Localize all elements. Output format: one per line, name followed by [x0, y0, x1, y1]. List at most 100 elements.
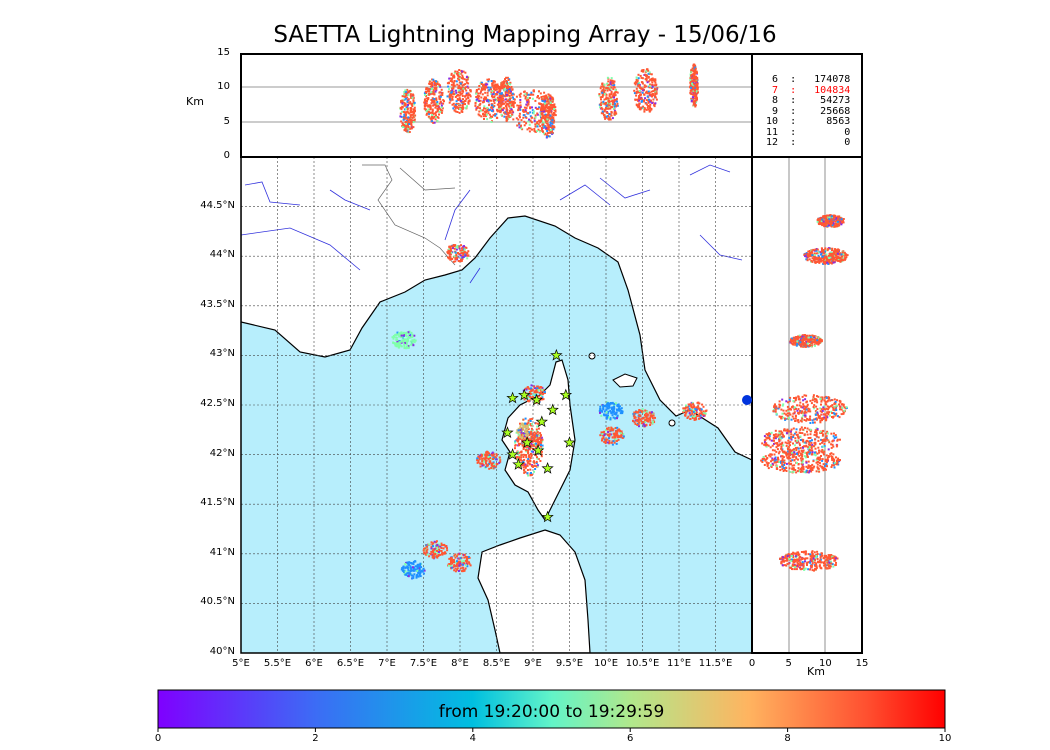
lon-tick-label: 6°E	[305, 658, 323, 669]
map-area	[241, 157, 752, 653]
lon-tick-label: 5°E	[232, 658, 250, 669]
station-count-row: 11 : 0	[766, 126, 851, 138]
station-markers	[501, 348, 576, 523]
colorbar-label: from 19:20:00 to 19:29:59	[438, 702, 665, 722]
lat-tick-label: 40°N	[209, 646, 235, 657]
side-band	[772, 394, 848, 424]
station-star	[520, 436, 534, 448]
lightning-cluster	[400, 560, 426, 580]
station-star	[518, 388, 531, 401]
station-star	[530, 393, 543, 406]
sardinia	[477, 529, 591, 653]
side-tick-label: 10	[818, 658, 832, 669]
altitude-tick-label: 5	[223, 115, 230, 127]
lon-tick-label: 10.5°E	[625, 658, 660, 669]
altitude-band	[510, 89, 556, 133]
altitude-tick-label: 15	[217, 47, 230, 58]
station-count-row: 9 : 25668	[766, 105, 851, 117]
station-star	[546, 403, 559, 416]
station-star	[506, 391, 519, 404]
elba	[612, 373, 638, 388]
side-unit-label: Km	[807, 665, 825, 678]
altitude-band	[474, 78, 504, 123]
colorbar-tick-label: 4	[469, 733, 476, 744]
altitude-unit-label: Km	[186, 95, 204, 108]
side-tick-label: 0	[748, 658, 756, 669]
colorbar-tick-label: 10	[938, 733, 952, 744]
lat-tick-label: 43.5°N	[200, 298, 235, 310]
station-count-row: 8 : 54273	[766, 95, 851, 106]
altitude-band	[598, 76, 619, 121]
station-count-row: 7 : 104834	[766, 84, 851, 96]
station-star	[541, 510, 554, 523]
lightning-cluster	[446, 244, 470, 263]
altitude-panel	[241, 54, 752, 157]
lon-tick-label: 6.5°E	[336, 658, 365, 669]
lightning-cluster	[632, 408, 656, 428]
colorbar-tick-label: 2	[312, 733, 319, 744]
borders	[362, 164, 456, 266]
station-star	[550, 348, 563, 361]
station-star	[559, 388, 573, 401]
lightning-cluster-corsica-west	[516, 422, 530, 440]
chart-title: SAETTA Lightning Mapping Array - 15/06/1…	[273, 22, 777, 48]
lon-tick-label: 10°E	[593, 658, 619, 669]
lat-tick-label: 44°N	[209, 249, 235, 261]
altitude-bands	[399, 63, 699, 139]
lat-tick-label: 42.5°N	[200, 398, 235, 409]
lightning-cluster	[422, 540, 449, 560]
stats-box	[751, 53, 863, 158]
lon-tick-label: 7°E	[378, 658, 396, 669]
side-tick-label: 15	[855, 658, 869, 669]
lightning-clusters	[391, 244, 708, 580]
altitude-tick-label: 10	[217, 81, 230, 93]
side-bands	[760, 214, 849, 572]
lon-tick-label: 8.5°E	[482, 658, 511, 669]
station-count-row: 12 : 0	[766, 137, 851, 148]
lightning-cluster	[682, 401, 708, 421]
colorbar-tick-label: 8	[784, 733, 791, 744]
lat-tick-label: 42°N	[209, 447, 235, 459]
lon-tick-label: 11.5°E	[698, 658, 733, 669]
altitude-band	[497, 76, 515, 122]
side-band	[761, 426, 841, 456]
side-band	[760, 448, 841, 474]
altitude-tick-label: 0	[223, 150, 230, 161]
station-count-row: 10 : 8563	[766, 116, 851, 127]
station-count-list: 6 : 174078 7 : 104834 8 : 54273 9 : 2566…	[766, 74, 851, 149]
lat-tick-label: 43°N	[209, 348, 235, 360]
latitude-altitude-panel	[752, 157, 862, 653]
side-band	[816, 214, 845, 228]
station-star	[531, 444, 545, 456]
lon-tick-label: 9.5°E	[555, 658, 584, 669]
side-band	[779, 550, 839, 572]
side-frame	[751, 156, 863, 654]
altitude-band	[446, 69, 472, 114]
lightning-cluster	[391, 330, 417, 350]
lat-tick-label: 41°N	[209, 546, 235, 558]
side-tick-label: 5	[785, 658, 792, 669]
lightning-cluster	[598, 401, 624, 421]
colorbar-tick-label: 6	[627, 733, 634, 744]
lon-tick-label: 5.5°E	[263, 658, 292, 669]
station-star	[535, 415, 548, 428]
station-star	[506, 448, 519, 460]
station-star	[563, 436, 576, 448]
lat-tick-label: 44.5°N	[200, 199, 235, 211]
colorbar-tick-label: 0	[154, 733, 162, 744]
station-count-row: 6 : 174078	[766, 74, 851, 85]
station-star	[541, 462, 554, 474]
station-star	[501, 426, 514, 439]
lightning-cluster	[476, 450, 502, 470]
giglio	[668, 419, 676, 427]
altitude-band	[539, 93, 557, 139]
altitude-band	[399, 88, 417, 134]
lon-tick-label: 8°E	[451, 658, 469, 669]
lon-tick-label: 9°E	[524, 658, 542, 669]
side-band	[789, 334, 823, 348]
lon-tick-label: 11°E	[666, 658, 692, 669]
colorbar	[157, 689, 946, 729]
side-marker	[742, 395, 752, 405]
lightning-cluster	[447, 552, 472, 573]
